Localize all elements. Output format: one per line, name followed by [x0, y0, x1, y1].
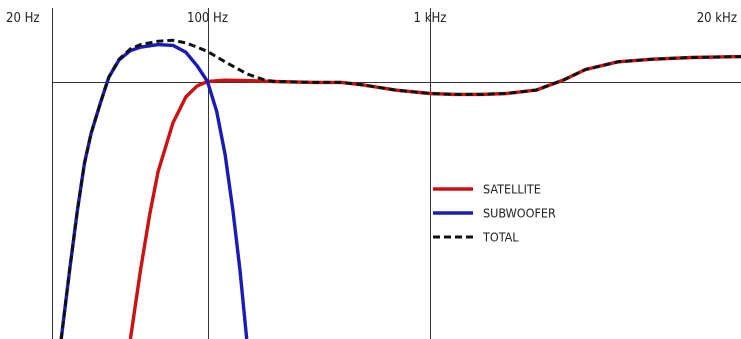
x-tick-label: 20 kHz: [697, 11, 737, 26]
chart-series: [59, 38, 741, 339]
x-tick-label: 1 kHz: [414, 11, 447, 26]
series-line-satellite: [128, 54, 741, 339]
legend-label-satellite: SATELLITE: [483, 182, 541, 197]
x-axis-tick-labels: 20 Hz 100 Hz 1 kHz 20 kHz: [6, 11, 737, 26]
x-tick-label: 100 Hz: [187, 11, 228, 26]
chart-grid: [52, 8, 741, 339]
x-tick-label: 20 Hz: [6, 11, 40, 26]
legend-label-subwoofer: SUBWOOFER: [483, 206, 556, 221]
legend-label-total: TOTAL: [482, 230, 519, 245]
series-line-total: [59, 38, 741, 339]
chart-legend: SATELLITE SUBWOOFER TOTAL: [433, 182, 556, 245]
